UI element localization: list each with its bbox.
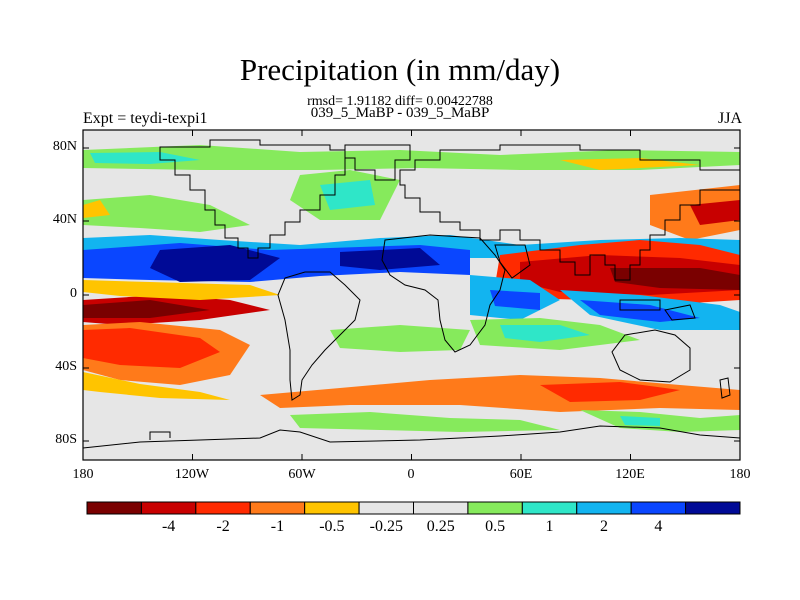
colorbar-tick-label: 2	[599, 518, 608, 535]
colorbar-swatch	[413, 501, 469, 515]
colorbar-swatch	[467, 501, 523, 515]
colorbar-swatch	[521, 501, 578, 515]
colorbar-tick-label: 1	[545, 518, 554, 535]
x-tick-label: 180	[729, 467, 751, 482]
season-label: JJA	[717, 110, 742, 127]
y-tick-label: 40N	[52, 212, 77, 227]
colorbar-tick-label: -2	[216, 518, 230, 535]
rmsd-diff-text: rmsd= 1.91182 diff= 0.00422788	[307, 94, 493, 109]
x-tick-label: 60E	[509, 467, 533, 482]
colorbar-swatch	[576, 501, 632, 515]
colorbar-tick-label: -1	[270, 518, 285, 535]
colorbar-swatch	[140, 501, 197, 515]
experiment-label: Expt = teydi-texpi1	[83, 110, 208, 127]
experiment-names: 039_5_MaBP - 039_5_MaBP	[310, 105, 490, 121]
colorbar-swatch	[630, 501, 687, 515]
y-tick-label: 80S	[55, 432, 77, 447]
x-tick-label: 0	[407, 467, 415, 482]
x-tick-label: 60W	[288, 467, 316, 482]
colorbar-tick-label: 0.25	[426, 518, 455, 535]
continent-outlines	[83, 139, 740, 449]
colorbar-swatch	[249, 501, 306, 515]
x-tick-label: 120E	[615, 467, 645, 482]
y-tick-label: 40S	[55, 359, 77, 374]
colorbar-tick-label: -0.5	[319, 518, 345, 535]
x-tick-marks	[82, 130, 741, 460]
x-tick-label: 180	[72, 467, 94, 482]
colorbar-swatch	[195, 501, 251, 515]
precipitation-field	[83, 130, 740, 460]
colorbar-tick-label: -4	[161, 518, 176, 535]
colorbar-tick-label: 4	[654, 518, 663, 535]
plot-title: Precipitation (in mm/day)	[239, 52, 561, 87]
colorbar-tick-label: -0.25	[369, 518, 403, 535]
colorbar-swatch	[86, 501, 142, 515]
y-tick-label: 80N	[52, 139, 77, 154]
colorbar-swatch	[358, 501, 415, 515]
y-tick-marks	[83, 147, 740, 442]
colorbar-swatch	[685, 501, 741, 515]
colorbar-swatch	[304, 501, 360, 515]
colorbar	[86, 501, 741, 515]
y-tick-label: 0	[70, 286, 77, 301]
colorbar-tick-label: 0.5	[485, 518, 506, 535]
x-tick-label: 120W	[174, 467, 210, 482]
